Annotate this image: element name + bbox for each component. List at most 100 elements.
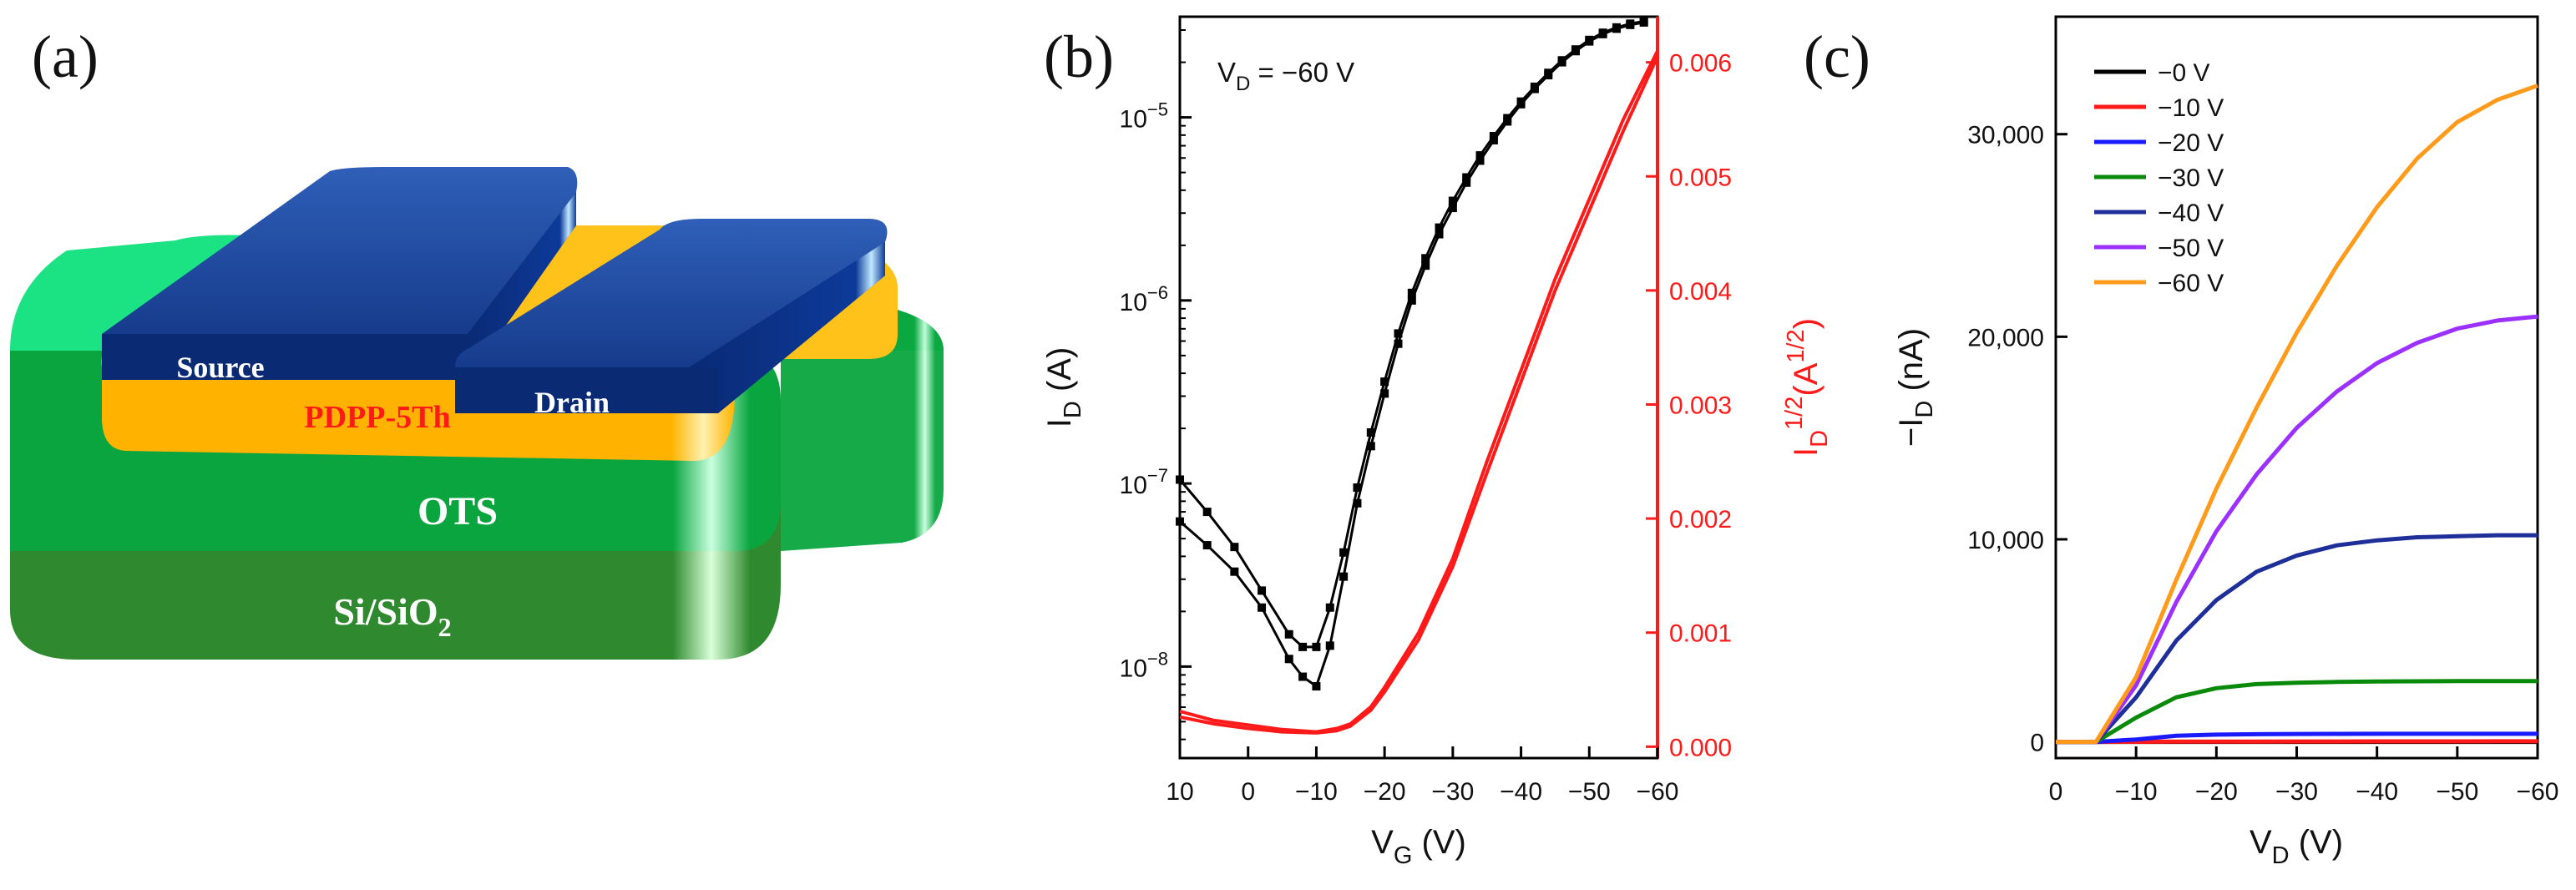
y-tick-label-c: 30,000 xyxy=(1967,122,2044,149)
ots-label: OTS xyxy=(418,489,498,533)
panel-b-label: (b) xyxy=(1044,23,1114,90)
panel-c: (c) VD (V) −ID (nA) 0 −10 −20 −30 −40 −50 −60 0… xyxy=(1804,15,2559,869)
x-tick-label-b: 0 xyxy=(1241,778,1255,806)
series-line-c xyxy=(2056,83,2538,745)
y-right-tick-label: 0.000 xyxy=(1669,734,1732,761)
data-point-b xyxy=(1353,483,1362,492)
x-tick-label-c: −60 xyxy=(2517,778,2559,806)
data-point-b xyxy=(1284,655,1293,664)
panel-a-label: (a) xyxy=(32,23,99,90)
data-point-b xyxy=(1585,37,1594,46)
data-point-b xyxy=(1380,389,1389,398)
series-line-c xyxy=(2056,679,2538,745)
x-axis-title-c: VD (V) xyxy=(2250,824,2343,869)
data-point-b xyxy=(1421,261,1430,271)
y-left-tick-label: 10−5 xyxy=(1120,99,1168,134)
source-label: Source xyxy=(176,351,264,384)
data-point-b xyxy=(1380,377,1389,387)
data-point-b xyxy=(1202,541,1212,550)
data-point-b xyxy=(1448,204,1457,213)
pdpp-label: PDPP-5Th xyxy=(304,400,450,435)
data-point-b xyxy=(1544,71,1553,80)
data-point-b xyxy=(1366,442,1375,451)
series-line-c xyxy=(2056,731,2538,745)
drain-label: Drain xyxy=(534,386,610,419)
series-line-c xyxy=(2056,739,2538,745)
y-right-tick-label: 0.004 xyxy=(1669,278,1732,306)
substrate-label: Si/SiO2 xyxy=(333,590,451,642)
data-point-b xyxy=(1176,475,1184,484)
y-right-tick-label: 0.002 xyxy=(1669,506,1732,533)
x-tick-label-c: −50 xyxy=(2436,778,2478,806)
data-point-b xyxy=(1298,672,1308,681)
data-point-b xyxy=(1462,173,1471,182)
data-point-b xyxy=(1258,586,1267,595)
x-tick-label-c: −20 xyxy=(2195,778,2238,806)
data-point-b xyxy=(1475,151,1485,160)
data-point-b xyxy=(1230,543,1239,552)
data-point-b xyxy=(1298,642,1308,651)
data-point-b xyxy=(1339,548,1349,557)
y-tick-label-c: 0 xyxy=(2030,730,2044,757)
drain-electrode: Drain xyxy=(455,219,888,419)
data-point-b xyxy=(1639,18,1648,27)
x-tick-label-b: −30 xyxy=(1431,778,1474,806)
series-line-c xyxy=(2056,533,2538,745)
y-right-tick-label: 0.003 xyxy=(1669,392,1732,419)
data-point-b xyxy=(1489,135,1498,144)
data-point-b xyxy=(1407,288,1416,297)
y-tick-label-c: 10,000 xyxy=(1967,527,2044,554)
data-point-b xyxy=(1325,603,1334,612)
y-axis-title-right: ID1/2(A1/2) xyxy=(1781,318,1833,457)
y-left-tick-label: 10−6 xyxy=(1120,282,1168,316)
y-tick-label-c: 20,000 xyxy=(1967,324,2044,351)
panel-c-label: (c) xyxy=(1804,23,1870,90)
data-point-b xyxy=(1448,196,1457,205)
data-point-b xyxy=(1530,84,1539,94)
data-point-b xyxy=(1407,296,1416,305)
data-point-b xyxy=(1475,156,1485,165)
legend-label: −20 V xyxy=(2158,129,2224,157)
transfer-chart: VD = −60 V VG (V) ID (A) ID1/2(A1/2) 10 0… xyxy=(1041,15,1833,869)
data-point-b xyxy=(1366,427,1375,437)
legend-label: −60 V xyxy=(2158,270,2224,297)
y-right-tick-label: 0.001 xyxy=(1669,620,1732,648)
series-line-b xyxy=(1179,21,1644,688)
data-point-b xyxy=(1394,339,1403,348)
x-tick-label-b: −50 xyxy=(1568,778,1611,806)
data-point-b xyxy=(1284,630,1293,639)
data-point-b xyxy=(1626,20,1635,29)
x-tick-label-b: 10 xyxy=(1166,778,1193,806)
data-point-b xyxy=(1435,223,1444,232)
legend-label: −50 V xyxy=(2158,235,2224,262)
x-axis-title-b: VG (V) xyxy=(1371,824,1466,869)
data-point-b xyxy=(1557,58,1566,67)
y-right-tick-label: 0.005 xyxy=(1669,164,1732,191)
x-tick-label-c: −10 xyxy=(2115,778,2158,806)
y-left-tick-label: 10−7 xyxy=(1120,465,1168,499)
data-point-b xyxy=(1258,603,1267,612)
data-point-b xyxy=(1230,567,1239,576)
y-right-tick-label: 0.006 xyxy=(1669,50,1732,78)
x-tick-label-b: −10 xyxy=(1295,778,1338,806)
legend-label: −40 V xyxy=(2158,200,2224,227)
x-tick-label-c: −40 xyxy=(2356,778,2398,806)
data-point-b xyxy=(1503,117,1512,126)
drain-voltage-annotation: VD = −60 V xyxy=(1217,57,1354,95)
series-line-b xyxy=(1178,20,1644,649)
x-tick-label-b: −20 xyxy=(1364,778,1406,806)
legend-label: −10 V xyxy=(2158,94,2224,122)
x-tick-label-c: −30 xyxy=(2275,778,2318,806)
x-tick-label-b: −40 xyxy=(1500,778,1542,806)
y-left-tick-label: 10−8 xyxy=(1120,648,1168,682)
output-chart: VD (V) −ID (nA) 0 −10 −20 −30 −40 −50 −60 0 10,0… xyxy=(1893,15,2559,869)
data-point-b xyxy=(1353,498,1362,508)
data-point-b xyxy=(1325,641,1334,650)
data-point-b xyxy=(1598,29,1607,38)
data-point-b xyxy=(1339,572,1349,581)
panel-b: (b) VD = −60 V VG (V) ID (A) ID1/2(A1/2)… xyxy=(1041,15,1833,869)
data-point-b xyxy=(1312,642,1321,651)
data-point-b xyxy=(1462,178,1471,187)
data-point-b xyxy=(1421,254,1430,263)
